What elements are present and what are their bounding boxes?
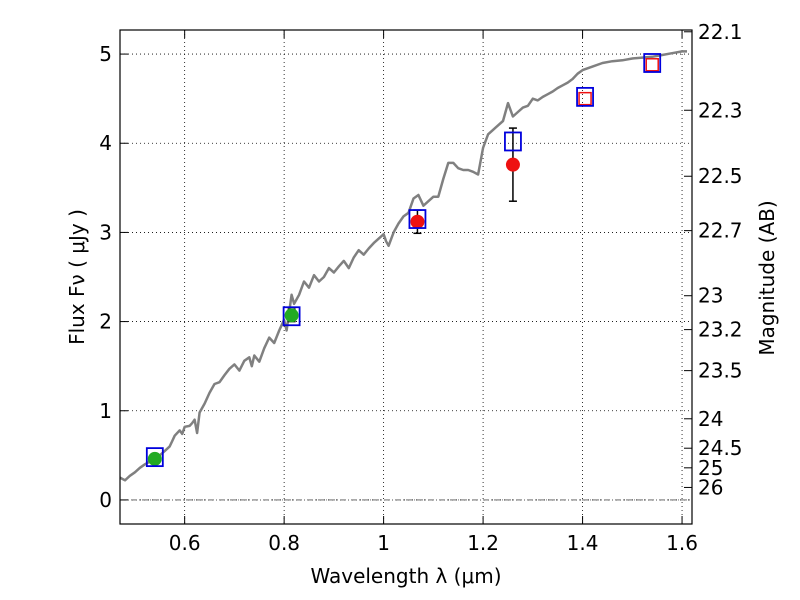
observed-point [505, 157, 520, 172]
x-axis-title: Wavelength λ (μm) [310, 564, 501, 588]
mag-tick-label: 24 [698, 407, 723, 431]
y-tick-label: 4 [99, 131, 112, 155]
model-photometry-marker [145, 447, 164, 468]
mag-tick-label: 23.5 [698, 359, 743, 383]
x-tick-label: 0.6 [169, 531, 201, 555]
mag-tick-label: 23.2 [698, 318, 743, 342]
mag-tick-label: 25 [698, 456, 723, 480]
y-tick-label: 2 [99, 310, 112, 334]
plot-frame [119, 29, 693, 525]
mag-tick-label: 24.5 [698, 436, 743, 460]
x-tick-label: 1 [377, 531, 390, 555]
model-photometry-marker [643, 53, 662, 73]
model-photometry-marker [504, 131, 522, 152]
model-spectrum-line [119, 50, 687, 482]
observed-point [410, 214, 425, 229]
y-tick-label: 5 [99, 42, 112, 66]
model-photometry-marker [408, 209, 427, 229]
observed-point [147, 451, 162, 466]
x-tick-label: 1.4 [567, 531, 599, 555]
y-tick-label: 1 [99, 399, 112, 423]
mag-tick-label: 22.1 [698, 20, 743, 44]
y-axis-title: Flux Fν ( μJy ) [65, 209, 89, 345]
axes: 0.6 0.8 1 1.2 1.4 1.601234522.122.322.522.723… [99, 20, 742, 555]
mag-tick-label: 22.7 [698, 219, 743, 243]
mag-tick-label: 26 [698, 475, 723, 499]
mag-tick-label: 22.3 [698, 98, 743, 122]
mag-tick-label: 22.5 [698, 164, 743, 188]
x-tick-label: 0.8 [268, 531, 300, 555]
model-photometry-marker [576, 86, 594, 107]
model-photometry-marker [282, 306, 301, 327]
mag-tick-label: 23 [698, 284, 723, 308]
upper-limit-marker [578, 91, 592, 106]
x-tick-label: 1.6 [666, 531, 698, 555]
photometry-layer [145, 53, 662, 468]
x-tick-label: 1.2 [467, 531, 499, 555]
y-tick-label: 3 [99, 220, 112, 244]
model-spectrum-layer [119, 50, 687, 482]
observed-point [284, 308, 299, 323]
grid [120, 30, 692, 524]
y2-axis-title: Magnitude (AB) [755, 200, 779, 355]
upper-limit-marker [645, 58, 659, 72]
y-tick-label: 0 [99, 488, 112, 512]
